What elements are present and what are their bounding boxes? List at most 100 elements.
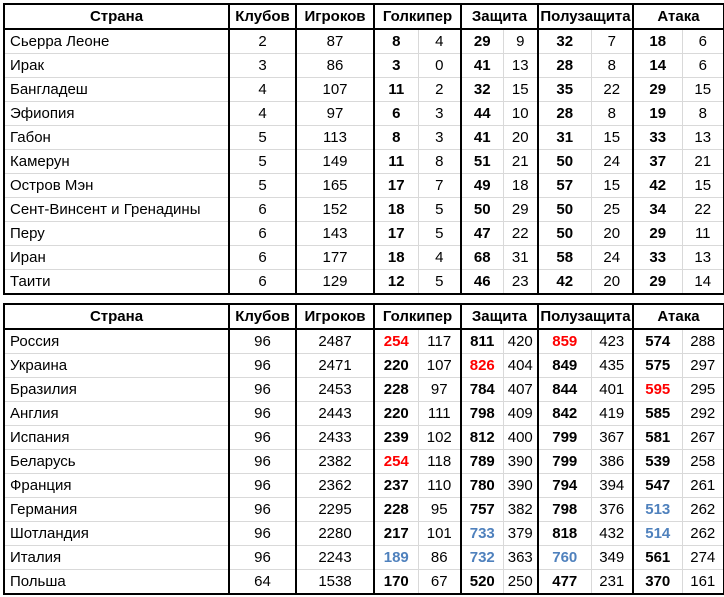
goalkeeper-main-cell[interactable]: 17	[373, 173, 418, 198]
goalkeeper-sub-cell[interactable]: 5	[417, 221, 461, 246]
goalkeeper-sub-cell[interactable]: 5	[417, 197, 461, 222]
defense-main-cell[interactable]: 733	[460, 521, 503, 546]
goalkeeper-main-cell[interactable]: 18	[373, 197, 418, 222]
midfield-main-cell[interactable]: 32	[537, 28, 591, 54]
defense-sub-cell[interactable]: 250	[502, 569, 538, 594]
header-clubs[interactable]: Клубов	[228, 3, 297, 30]
players-cell[interactable]: 129	[295, 269, 374, 294]
midfield-main-cell[interactable]: 799	[537, 449, 591, 474]
country-cell[interactable]: Испания	[4, 425, 229, 450]
midfield-sub-cell[interactable]: 394	[590, 473, 633, 498]
defense-sub-cell[interactable]: 409	[502, 401, 538, 426]
attack-main-cell[interactable]: 514	[632, 521, 682, 546]
attack-main-cell[interactable]: 19	[632, 101, 682, 126]
defense-sub-cell[interactable]: 13	[502, 53, 538, 78]
players-cell[interactable]: 2362	[295, 473, 374, 498]
attack-sub-cell[interactable]: 11	[681, 221, 724, 246]
attack-sub-cell[interactable]: 295	[681, 377, 724, 402]
defense-main-cell[interactable]: 68	[460, 245, 503, 270]
country-cell[interactable]: Габон	[4, 125, 229, 150]
attack-sub-cell[interactable]: 161	[681, 569, 724, 594]
attack-main-cell[interactable]: 14	[632, 53, 682, 78]
defense-main-cell[interactable]: 784	[460, 377, 503, 402]
goalkeeper-sub-cell[interactable]: 118	[417, 449, 461, 474]
header-midfield[interactable]: Полузащита	[537, 303, 634, 330]
midfield-sub-cell[interactable]: 419	[590, 401, 633, 426]
clubs-cell[interactable]: 96	[228, 328, 296, 354]
defense-sub-cell[interactable]: 23	[502, 269, 538, 294]
players-cell[interactable]: 2453	[295, 377, 374, 402]
midfield-main-cell[interactable]: 50	[537, 221, 591, 246]
clubs-cell[interactable]: 3	[228, 53, 296, 78]
attack-main-cell[interactable]: 33	[632, 245, 682, 270]
midfield-sub-cell[interactable]: 231	[590, 569, 633, 594]
attack-main-cell[interactable]: 595	[632, 377, 682, 402]
country-cell[interactable]: Ирак	[4, 53, 229, 78]
goalkeeper-main-cell[interactable]: 189	[373, 545, 418, 570]
clubs-cell[interactable]: 2	[228, 28, 296, 54]
midfield-sub-cell[interactable]: 20	[590, 221, 633, 246]
country-cell[interactable]: Франция	[4, 473, 229, 498]
country-cell[interactable]: Сент-Винсент и Гренадины	[4, 197, 229, 222]
goalkeeper-sub-cell[interactable]: 3	[417, 101, 461, 126]
attack-main-cell[interactable]: 29	[632, 269, 682, 294]
attack-sub-cell[interactable]: 288	[681, 328, 724, 354]
defense-main-cell[interactable]: 812	[460, 425, 503, 450]
defense-sub-cell[interactable]: 29	[502, 197, 538, 222]
midfield-sub-cell[interactable]: 7	[590, 28, 633, 54]
goalkeeper-sub-cell[interactable]: 8	[417, 149, 461, 174]
attack-sub-cell[interactable]: 14	[681, 269, 724, 294]
attack-main-cell[interactable]: 33	[632, 125, 682, 150]
goalkeeper-main-cell[interactable]: 8	[373, 125, 418, 150]
attack-main-cell[interactable]: 547	[632, 473, 682, 498]
midfield-sub-cell[interactable]: 386	[590, 449, 633, 474]
clubs-cell[interactable]: 96	[228, 425, 296, 450]
midfield-main-cell[interactable]: 844	[537, 377, 591, 402]
defense-sub-cell[interactable]: 20	[502, 125, 538, 150]
clubs-cell[interactable]: 96	[228, 401, 296, 426]
header-defense[interactable]: Защита	[460, 303, 539, 330]
defense-sub-cell[interactable]: 22	[502, 221, 538, 246]
midfield-main-cell[interactable]: 28	[537, 53, 591, 78]
goalkeeper-sub-cell[interactable]: 4	[417, 28, 461, 54]
midfield-main-cell[interactable]: 842	[537, 401, 591, 426]
attack-main-cell[interactable]: 561	[632, 545, 682, 570]
country-cell[interactable]: Россия	[4, 328, 229, 354]
country-cell[interactable]: Англия	[4, 401, 229, 426]
players-cell[interactable]: 152	[295, 197, 374, 222]
clubs-cell[interactable]: 6	[228, 197, 296, 222]
midfield-main-cell[interactable]: 849	[537, 353, 591, 378]
goalkeeper-sub-cell[interactable]: 101	[417, 521, 461, 546]
midfield-sub-cell[interactable]: 376	[590, 497, 633, 522]
midfield-main-cell[interactable]: 31	[537, 125, 591, 150]
midfield-main-cell[interactable]: 28	[537, 101, 591, 126]
goalkeeper-sub-cell[interactable]: 2	[417, 77, 461, 102]
clubs-cell[interactable]: 6	[228, 221, 296, 246]
defense-sub-cell[interactable]: 390	[502, 449, 538, 474]
goalkeeper-main-cell[interactable]: 228	[373, 497, 418, 522]
country-cell[interactable]: Бразилия	[4, 377, 229, 402]
attack-sub-cell[interactable]: 15	[681, 77, 724, 102]
goalkeeper-sub-cell[interactable]: 86	[417, 545, 461, 570]
defense-main-cell[interactable]: 780	[460, 473, 503, 498]
goalkeeper-main-cell[interactable]: 6	[373, 101, 418, 126]
clubs-cell[interactable]: 96	[228, 545, 296, 570]
defense-sub-cell[interactable]: 420	[502, 328, 538, 354]
attack-main-cell[interactable]: 37	[632, 149, 682, 174]
players-cell[interactable]: 107	[295, 77, 374, 102]
defense-sub-cell[interactable]: 379	[502, 521, 538, 546]
midfield-main-cell[interactable]: 42	[537, 269, 591, 294]
players-cell[interactable]: 2280	[295, 521, 374, 546]
defense-main-cell[interactable]: 50	[460, 197, 503, 222]
attack-main-cell[interactable]: 34	[632, 197, 682, 222]
midfield-main-cell[interactable]: 35	[537, 77, 591, 102]
midfield-main-cell[interactable]: 798	[537, 497, 591, 522]
midfield-sub-cell[interactable]: 25	[590, 197, 633, 222]
midfield-sub-cell[interactable]: 349	[590, 545, 633, 570]
attack-sub-cell[interactable]: 13	[681, 245, 724, 270]
midfield-main-cell[interactable]: 818	[537, 521, 591, 546]
defense-main-cell[interactable]: 732	[460, 545, 503, 570]
midfield-main-cell[interactable]: 50	[537, 197, 591, 222]
defense-main-cell[interactable]: 41	[460, 53, 503, 78]
defense-sub-cell[interactable]: 404	[502, 353, 538, 378]
